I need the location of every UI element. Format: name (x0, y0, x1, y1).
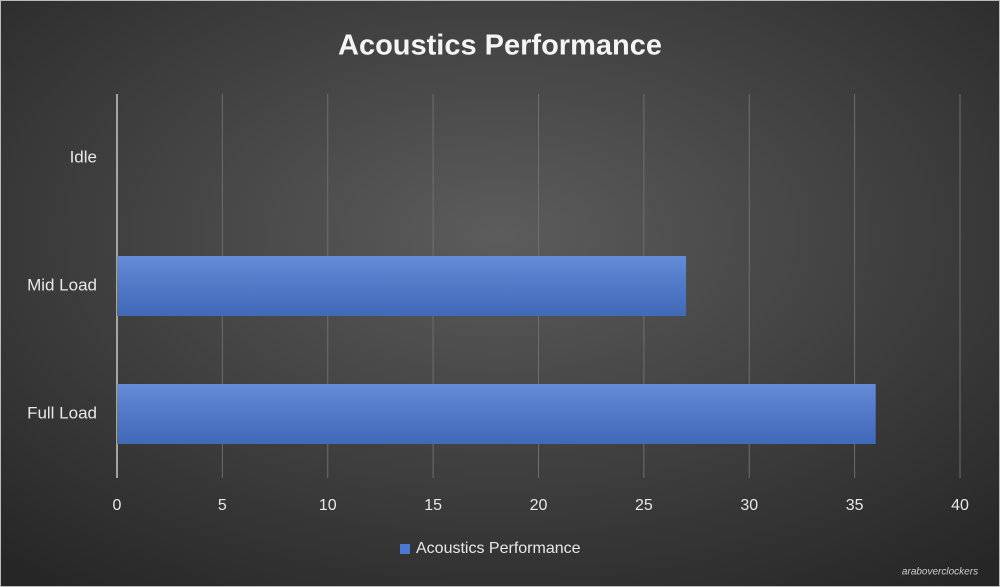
x-tick-label: 15 (424, 497, 442, 514)
x-tick-label: 0 (113, 497, 122, 514)
x-tick-label: 35 (846, 497, 864, 514)
watermark: araboverclockers (902, 567, 978, 578)
legend-swatch (400, 544, 410, 554)
bar-shade (117, 384, 876, 444)
x-tick-label: 10 (319, 497, 337, 514)
x-tick-label: 5 (218, 497, 227, 514)
legend-label: Acoustics Performance (416, 540, 581, 557)
x-tick-label: 25 (635, 497, 653, 514)
x-tick-label: 20 (530, 497, 548, 514)
x-tick-label: 40 (951, 497, 969, 514)
bar-shade (117, 256, 687, 316)
y-tick-label: Idle (70, 147, 97, 166)
y-tick-label: Mid Load (27, 275, 97, 294)
x-tick-label: 30 (740, 497, 758, 514)
chart-title: Acoustics Performance (338, 30, 662, 62)
y-tick-label: Full Load (27, 403, 97, 422)
